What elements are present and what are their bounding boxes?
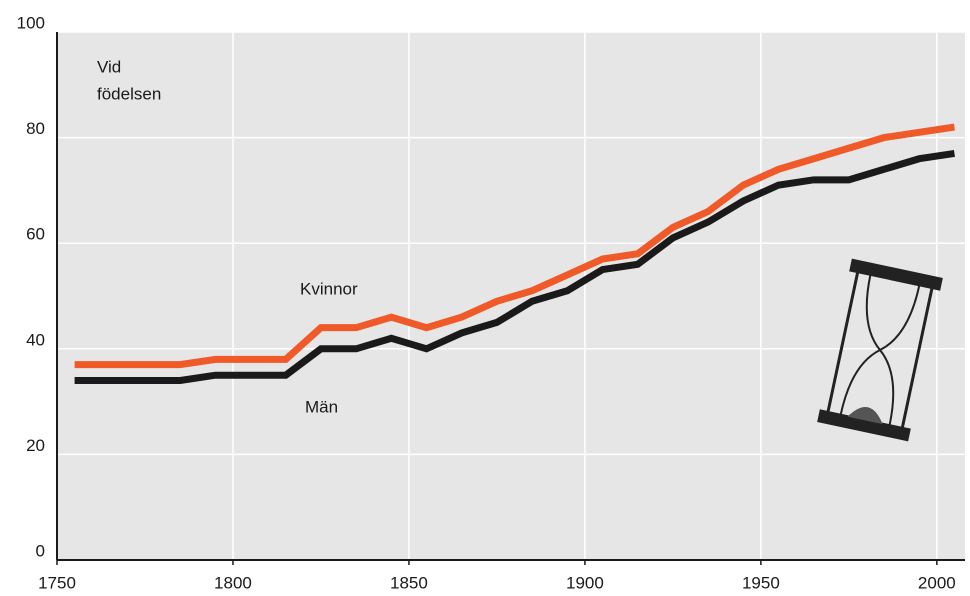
y-tick-label: 0 <box>36 541 45 560</box>
y-tick-label: 100 <box>17 13 45 32</box>
y-tick-label: 20 <box>26 436 45 455</box>
x-tick-label: 2000 <box>918 573 956 592</box>
x-tick-label: 1750 <box>38 573 76 592</box>
chart: 0 20 40 60 80 100 1750 1800 1850 1900 1950 2000 Vid f… <box>0 0 970 596</box>
annotation: födelsen <box>97 84 161 103</box>
x-tick-label: 1950 <box>742 573 780 592</box>
x-tick-label: 1900 <box>566 573 604 592</box>
legend-label: Män <box>305 397 338 416</box>
x-tick-label: 1800 <box>214 573 252 592</box>
y-tick-label: 60 <box>26 225 45 244</box>
annotation: Vid <box>97 57 121 76</box>
x-tick-label: 1850 <box>390 573 428 592</box>
y-tick-label: 80 <box>26 119 45 138</box>
y-tick-label: 40 <box>26 330 45 349</box>
legend-label: Kvinnor <box>300 279 358 298</box>
